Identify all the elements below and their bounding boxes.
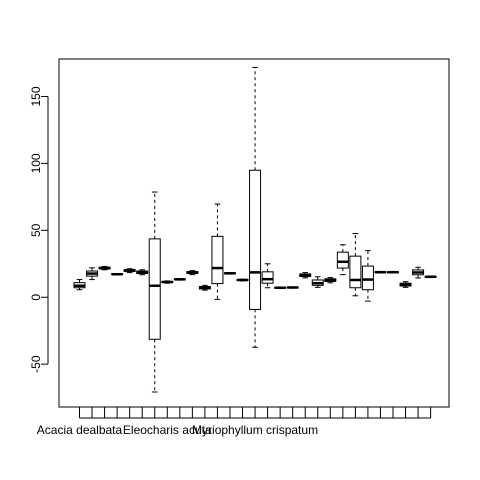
box-26 [387, 270, 399, 274]
y-tick-label: -50 [29, 355, 43, 373]
y-tick-label: 150 [29, 86, 43, 106]
box-1 [73, 279, 86, 291]
x-tick-label: Myriophyllum crispatum [192, 423, 318, 437]
box-11 [198, 284, 211, 291]
box-17 [274, 286, 287, 290]
box-23 [349, 233, 362, 297]
y-tick-label: 100 [29, 153, 43, 173]
box-14 [236, 278, 249, 282]
box-9 [173, 278, 186, 281]
box-13 [223, 271, 236, 275]
box-22 [336, 244, 349, 276]
box-2 [86, 267, 99, 281]
box-5 [123, 268, 136, 274]
iqr-box [211, 235, 224, 285]
iqr-box [148, 238, 161, 340]
plot-frame [58, 58, 450, 408]
iqr-box [261, 271, 274, 284]
iqr-box [349, 255, 362, 289]
iqr-box [249, 169, 262, 310]
box-3 [98, 265, 111, 271]
box-7 [148, 191, 161, 393]
boxes-group [73, 66, 437, 393]
box-18 [286, 286, 299, 289]
box-8 [161, 280, 174, 284]
box-19 [299, 272, 312, 279]
y-tick-label: 0 [29, 294, 43, 301]
box-6 [136, 269, 149, 276]
box-4 [111, 272, 124, 276]
box-29 [424, 275, 437, 279]
box-27 [399, 281, 412, 288]
box-10 [186, 270, 199, 276]
box-20 [311, 276, 324, 288]
box-12 [211, 203, 224, 300]
iqr-box [336, 251, 349, 269]
iqr-box [361, 265, 374, 291]
y-axis: -50 0 50 100 150 [29, 86, 49, 373]
box-16 [261, 263, 274, 289]
box-15 [249, 66, 262, 348]
box-24 [361, 250, 374, 302]
x-tick-label: Eleocharis acuta [123, 423, 212, 437]
y-tick-label: 50 [29, 223, 43, 237]
box-28 [412, 266, 425, 279]
box-25 [374, 270, 387, 274]
box-21 [324, 277, 337, 284]
x-tick-label: Acacia dealbata [37, 423, 123, 437]
x-axis: Acacia dealbata Eleocharis acutaMyriophyl… [37, 407, 432, 437]
